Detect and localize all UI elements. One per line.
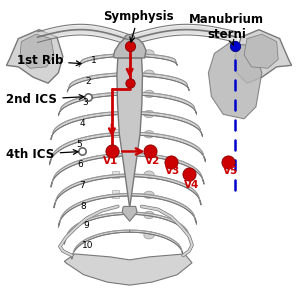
Polygon shape (7, 30, 63, 83)
Text: V3: V3 (165, 166, 181, 176)
Polygon shape (54, 174, 130, 208)
Text: 2: 2 (85, 77, 91, 86)
Polygon shape (130, 153, 204, 184)
Text: V1: V1 (103, 156, 118, 166)
Text: Symphysis: Symphysis (103, 10, 174, 42)
Polygon shape (130, 92, 196, 114)
Point (148, 149, 153, 154)
Polygon shape (64, 212, 130, 244)
Point (169, 159, 174, 164)
Polygon shape (58, 194, 130, 227)
Text: 6: 6 (78, 160, 83, 169)
Ellipse shape (144, 70, 154, 78)
Polygon shape (130, 54, 177, 65)
Text: V2: V2 (145, 156, 160, 166)
Polygon shape (51, 111, 130, 140)
Ellipse shape (144, 232, 154, 239)
Polygon shape (130, 194, 196, 224)
Polygon shape (130, 111, 202, 137)
Point (233, 44, 238, 48)
Point (187, 171, 192, 176)
Ellipse shape (144, 50, 154, 57)
Polygon shape (244, 34, 278, 68)
Polygon shape (117, 58, 142, 208)
Polygon shape (130, 212, 191, 241)
Polygon shape (122, 206, 137, 221)
Text: 4: 4 (79, 119, 85, 128)
Polygon shape (112, 190, 119, 198)
Text: V5: V5 (223, 166, 238, 176)
Text: 5: 5 (76, 140, 82, 148)
Ellipse shape (144, 191, 154, 199)
Polygon shape (130, 230, 183, 256)
Ellipse shape (125, 34, 134, 40)
Point (127, 44, 132, 48)
Polygon shape (113, 37, 146, 58)
Ellipse shape (144, 211, 154, 219)
Ellipse shape (144, 90, 154, 97)
Text: 4th ICS: 4th ICS (7, 148, 78, 161)
Point (80, 149, 85, 154)
Text: 3: 3 (82, 98, 88, 107)
Point (109, 149, 114, 154)
Polygon shape (58, 92, 130, 116)
Ellipse shape (144, 171, 154, 178)
Ellipse shape (144, 151, 154, 158)
Ellipse shape (144, 131, 154, 138)
Polygon shape (235, 30, 291, 83)
Polygon shape (64, 254, 192, 285)
Ellipse shape (144, 110, 154, 118)
Polygon shape (112, 150, 119, 157)
Text: Manubrium
sterni: Manubrium sterni (189, 13, 264, 45)
Polygon shape (79, 54, 130, 67)
Point (86, 94, 91, 99)
Polygon shape (20, 34, 54, 68)
Polygon shape (130, 73, 189, 91)
Text: 1st Rib: 1st Rib (17, 54, 81, 67)
Polygon shape (49, 132, 130, 165)
Text: 8: 8 (81, 202, 86, 211)
Text: 2nd ICS: 2nd ICS (7, 93, 84, 106)
Polygon shape (51, 153, 130, 187)
Point (127, 81, 132, 86)
Polygon shape (130, 132, 205, 162)
Text: V4: V4 (184, 180, 199, 190)
Polygon shape (208, 43, 262, 119)
Polygon shape (72, 230, 130, 259)
Text: 9: 9 (84, 221, 89, 230)
Polygon shape (112, 129, 119, 137)
Text: 7: 7 (79, 181, 85, 190)
Point (225, 159, 230, 164)
Polygon shape (112, 171, 119, 178)
Polygon shape (67, 73, 130, 92)
Text: 1: 1 (91, 56, 97, 65)
Text: 10: 10 (82, 241, 94, 249)
Polygon shape (130, 174, 201, 205)
